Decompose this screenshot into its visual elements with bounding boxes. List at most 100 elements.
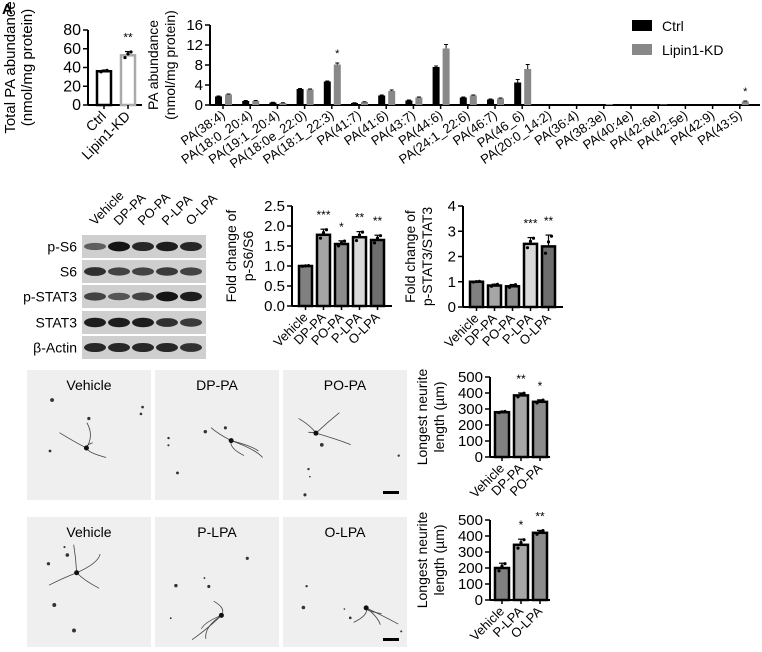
micrograph-label: P-LPA bbox=[197, 524, 237, 540]
blot-row-label: S6 bbox=[60, 264, 77, 280]
y-tick-label: 0.5 bbox=[264, 278, 285, 295]
data-point bbox=[478, 280, 481, 283]
blot-band bbox=[156, 242, 178, 251]
bar bbox=[242, 101, 249, 105]
blot-band bbox=[156, 267, 178, 276]
data-point bbox=[503, 562, 506, 565]
data-point bbox=[493, 283, 496, 286]
bar bbox=[361, 102, 368, 105]
debris-dot bbox=[87, 417, 90, 420]
legend-label: Lipin1-KD bbox=[662, 42, 723, 58]
debris-dot bbox=[305, 585, 307, 587]
y-tick-label: 200 bbox=[458, 417, 483, 434]
significance-label: * bbox=[339, 220, 344, 234]
data-point bbox=[475, 280, 478, 283]
data-point bbox=[503, 410, 506, 413]
y-tick-label: 1 bbox=[448, 274, 456, 291]
y-tick-label: 0 bbox=[72, 97, 81, 114]
micrograph-label: Vehicle bbox=[66, 524, 111, 540]
debris-dot bbox=[307, 468, 309, 470]
data-point bbox=[547, 240, 550, 243]
data-point bbox=[99, 70, 102, 73]
debris-dot bbox=[400, 630, 402, 632]
data-point bbox=[373, 241, 376, 244]
bar bbox=[297, 89, 304, 105]
y-tick-label: 12 bbox=[186, 37, 203, 54]
bar bbox=[650, 105, 657, 106]
y-axis-label: (nmol/mg protein) bbox=[19, 9, 36, 127]
significance-label: ** bbox=[544, 214, 554, 228]
blot-row-label: p-S6 bbox=[47, 239, 77, 255]
blot-band bbox=[180, 343, 202, 352]
legend-swatch bbox=[632, 20, 652, 31]
significance-label: * bbox=[335, 48, 340, 60]
data-point bbox=[511, 284, 514, 287]
bar bbox=[742, 102, 749, 106]
data-point bbox=[519, 541, 522, 544]
data-point bbox=[490, 285, 493, 288]
data-point bbox=[301, 265, 304, 268]
significance-label: ** bbox=[373, 214, 383, 228]
blot-band bbox=[84, 343, 106, 352]
bar bbox=[252, 101, 259, 105]
blot-band bbox=[132, 343, 154, 352]
legend-swatch bbox=[632, 44, 652, 55]
data-point bbox=[129, 50, 132, 53]
y-tick-label: 3 bbox=[448, 223, 456, 240]
blot-band bbox=[84, 243, 106, 250]
debris-dot bbox=[309, 476, 311, 478]
blot-row-label: β-Actin bbox=[33, 340, 77, 356]
debris-dot bbox=[66, 553, 70, 557]
y-tick-label: 0.0 bbox=[264, 298, 285, 315]
bar bbox=[524, 69, 531, 105]
debris-dot bbox=[63, 546, 65, 548]
blot-band bbox=[180, 318, 202, 327]
bar bbox=[497, 99, 504, 106]
data-point bbox=[358, 233, 361, 236]
micrograph-label: Vehicle bbox=[66, 377, 111, 393]
y-tick-label: 0 bbox=[475, 449, 483, 466]
data-point bbox=[541, 529, 544, 532]
bar bbox=[334, 65, 341, 106]
data-point bbox=[319, 237, 322, 240]
y-axis-label: Longest neurite bbox=[414, 369, 430, 466]
western-blot: VehicleDP-PAPO-PAP-LPAO-LPAp-S6S6p-STAT3… bbox=[23, 188, 220, 359]
bar bbox=[388, 91, 395, 105]
bar bbox=[351, 103, 358, 105]
data-point bbox=[304, 264, 307, 267]
blot-band bbox=[108, 293, 130, 301]
significance-label: * bbox=[538, 379, 543, 393]
debris-dot bbox=[224, 426, 227, 429]
blot-band bbox=[156, 343, 178, 352]
y-tick-label: 8 bbox=[195, 57, 203, 74]
y-axis-label: length (µm) bbox=[431, 524, 447, 595]
blot-band bbox=[84, 318, 106, 327]
data-point bbox=[541, 398, 544, 401]
data-point bbox=[544, 252, 547, 255]
data-point bbox=[529, 240, 532, 243]
micrograph-label: O-LPA bbox=[325, 524, 367, 540]
data-point bbox=[379, 234, 382, 237]
data-point bbox=[535, 533, 538, 536]
significance-label: ** bbox=[355, 211, 365, 225]
data-point bbox=[535, 401, 538, 404]
bar bbox=[495, 568, 509, 600]
blot-band bbox=[132, 292, 154, 300]
y-tick-label: 4 bbox=[195, 77, 203, 94]
blot-band bbox=[132, 267, 154, 275]
neuron-soma bbox=[229, 438, 234, 443]
significance-label: *** bbox=[523, 217, 537, 231]
bar bbox=[121, 55, 135, 105]
data-point bbox=[497, 411, 500, 414]
blot-row-label: p-STAT3 bbox=[23, 289, 77, 305]
bar bbox=[660, 105, 667, 106]
y-axis-label: p-STAT3/STAT3 bbox=[419, 207, 435, 307]
data-point bbox=[307, 264, 310, 267]
data-point bbox=[500, 410, 503, 413]
blot-band bbox=[84, 292, 106, 300]
debris-dot bbox=[50, 398, 54, 402]
significance-label: ** bbox=[123, 31, 133, 45]
bar bbox=[279, 103, 286, 105]
